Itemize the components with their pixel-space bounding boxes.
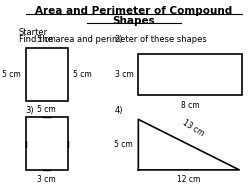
- Text: Area and Perimeter of Compound: Area and Perimeter of Compound: [35, 6, 231, 16]
- Text: 5 cm: 5 cm: [37, 35, 56, 44]
- Text: 3 cm: 3 cm: [114, 70, 133, 79]
- Text: 3 cm: 3 cm: [37, 175, 56, 184]
- Text: 5 cm: 5 cm: [72, 70, 91, 79]
- Text: Shapes: Shapes: [112, 16, 154, 26]
- Text: 2): 2): [114, 35, 123, 44]
- Text: 4): 4): [114, 106, 123, 115]
- Text: 8 cm: 8 cm: [180, 101, 199, 110]
- Bar: [25, 117, 68, 170]
- Text: 5 cm: 5 cm: [113, 140, 132, 149]
- Text: Starter: Starter: [18, 28, 47, 37]
- Bar: [25, 48, 68, 101]
- Text: 13 cm: 13 cm: [180, 118, 205, 138]
- Text: 12 cm: 12 cm: [176, 175, 200, 184]
- Text: 5 cm: 5 cm: [2, 70, 21, 79]
- Text: 3): 3): [25, 106, 34, 115]
- Bar: [138, 54, 241, 95]
- Text: Find the area and perimeter of these shapes: Find the area and perimeter of these sha…: [18, 35, 205, 44]
- Text: 5 cm: 5 cm: [37, 105, 56, 114]
